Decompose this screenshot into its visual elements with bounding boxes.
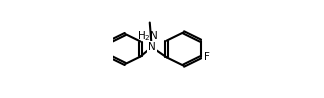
Text: F: F [204, 52, 210, 62]
Text: $\rm H_2N$: $\rm H_2N$ [137, 29, 159, 43]
Text: N: N [148, 42, 156, 52]
